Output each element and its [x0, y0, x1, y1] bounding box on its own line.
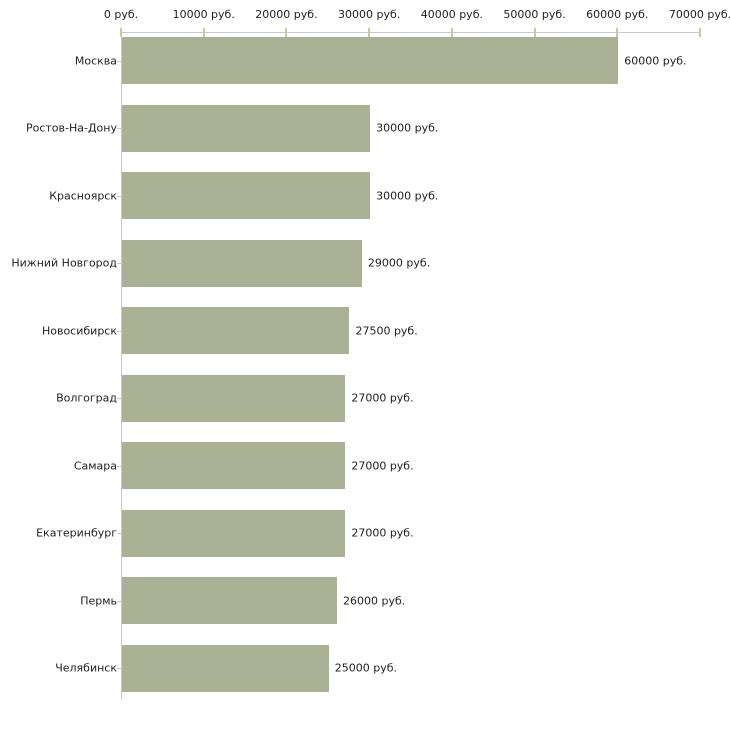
category-tick	[117, 466, 121, 467]
bar	[122, 307, 350, 354]
category-label: Красноярск	[49, 189, 117, 202]
category-label: Волгоград	[56, 391, 117, 405]
category-label: Екатеринбург	[36, 526, 117, 540]
x-axis-tick-label: 40000 руб.	[420, 8, 483, 21]
value-label: 29000 руб.	[367, 256, 431, 270]
bar	[122, 374, 346, 422]
value-label: 27000 руб.	[351, 459, 414, 472]
value-label: 26000 руб.	[343, 594, 406, 607]
x-axis-line	[121, 32, 700, 33]
y-axis-line	[121, 32, 122, 700]
category-tick	[117, 533, 121, 534]
x-axis-tick	[202, 28, 205, 37]
x-axis-tick	[616, 28, 619, 37]
category-tick	[117, 128, 121, 129]
category-tick	[117, 398, 121, 399]
category-tick	[117, 331, 121, 332]
value-label: 27000 руб.	[351, 526, 414, 540]
x-axis-tick	[450, 28, 453, 37]
bar	[122, 172, 371, 219]
value-label: 25000 руб.	[334, 661, 398, 675]
bar	[122, 644, 329, 692]
category-label: Новосибирск	[41, 324, 117, 337]
bar	[122, 509, 346, 557]
x-axis-tick	[699, 28, 701, 37]
bar	[122, 37, 619, 84]
value-label: 27500 руб.	[355, 324, 418, 337]
category-tick	[117, 668, 121, 669]
x-axis-tick	[285, 28, 288, 37]
category-label: Челябинск	[55, 661, 117, 675]
x-axis-tick	[533, 28, 536, 37]
category-label: Пермь	[80, 594, 117, 607]
category-label: Самара	[73, 459, 117, 472]
x-axis-tick-label: 50000 руб.	[503, 8, 566, 21]
category-tick	[117, 196, 121, 197]
bar	[122, 442, 346, 489]
bar	[122, 239, 362, 287]
category-label: Нижний Новгород	[11, 256, 117, 270]
value-label: 30000 руб.	[376, 189, 439, 202]
category-tick	[117, 263, 121, 264]
bar	[122, 104, 371, 152]
x-axis-tick-label: 0 руб.	[103, 8, 139, 21]
x-axis-tick	[368, 28, 371, 37]
category-tick	[117, 601, 121, 602]
x-axis-tick-label: 60000 руб.	[586, 8, 649, 21]
x-axis-tick-label: 30000 руб.	[338, 8, 401, 21]
bar	[122, 577, 338, 624]
category-label: Ростов-На-Дону	[25, 121, 117, 135]
x-axis-tick-label: 20000 руб.	[255, 8, 318, 21]
value-label: 27000 руб.	[351, 391, 414, 405]
x-axis-tick-label: 10000 руб.	[172, 8, 235, 21]
x-axis-tick-label: 70000 руб.	[668, 8, 730, 21]
value-label: 60000 руб.	[624, 54, 687, 67]
category-label: Москва	[74, 54, 117, 67]
x-axis-tick	[120, 28, 122, 37]
category-tick	[117, 61, 121, 62]
value-label: 30000 руб.	[376, 121, 439, 135]
